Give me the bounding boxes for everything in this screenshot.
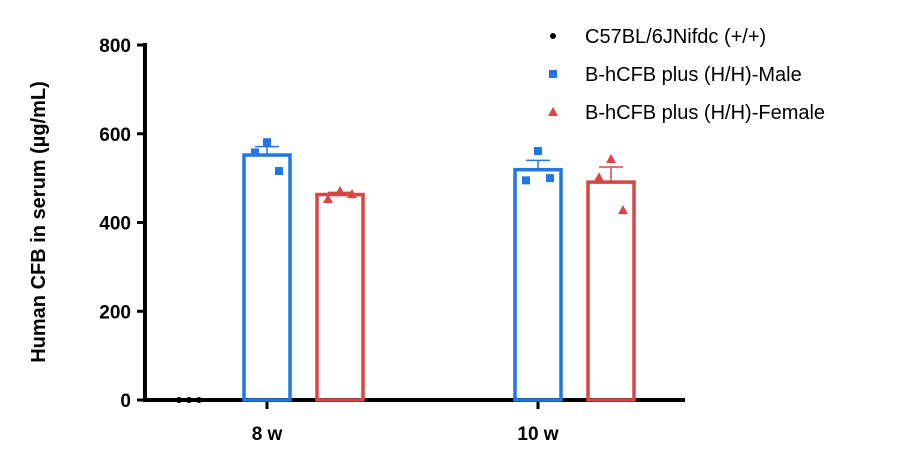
data-point	[323, 193, 333, 203]
data-point	[186, 397, 192, 403]
data-point	[347, 189, 357, 199]
data-point	[263, 138, 271, 147]
y-tick-label: 600	[99, 125, 131, 146]
y-tick-label: 800	[99, 36, 131, 57]
data-point	[606, 154, 616, 164]
data-point	[618, 205, 628, 215]
data-point	[196, 397, 202, 403]
y-axis-label: Human CFB in serum (µg/mL)	[28, 81, 50, 363]
legend-label: C57BL/6JNifdc (+/+)	[585, 26, 766, 48]
x-tick-label: 10 w	[517, 424, 558, 445]
y-tick-label: 400	[99, 214, 131, 235]
data-point	[594, 172, 604, 182]
data-point	[335, 185, 345, 195]
x-tick-label: 8 w	[252, 424, 283, 445]
data-point	[534, 147, 542, 156]
y-tick-label: 200	[99, 302, 131, 323]
legend-marker	[549, 70, 557, 78]
data-point	[546, 174, 554, 183]
data-point	[251, 148, 259, 157]
data-point	[176, 397, 182, 403]
bar	[242, 153, 292, 402]
legend-label: B-hCFB plus (H/H)-Female	[585, 102, 825, 124]
data-point	[275, 167, 283, 176]
data-point	[522, 176, 530, 185]
bar	[586, 180, 636, 402]
legend-marker	[548, 107, 558, 116]
bar	[513, 167, 563, 402]
legend-marker	[550, 33, 556, 39]
legend-label: B-hCFB plus (H/H)-Male	[585, 64, 802, 86]
bar	[315, 192, 365, 402]
y-tick-label: 0	[120, 391, 131, 412]
